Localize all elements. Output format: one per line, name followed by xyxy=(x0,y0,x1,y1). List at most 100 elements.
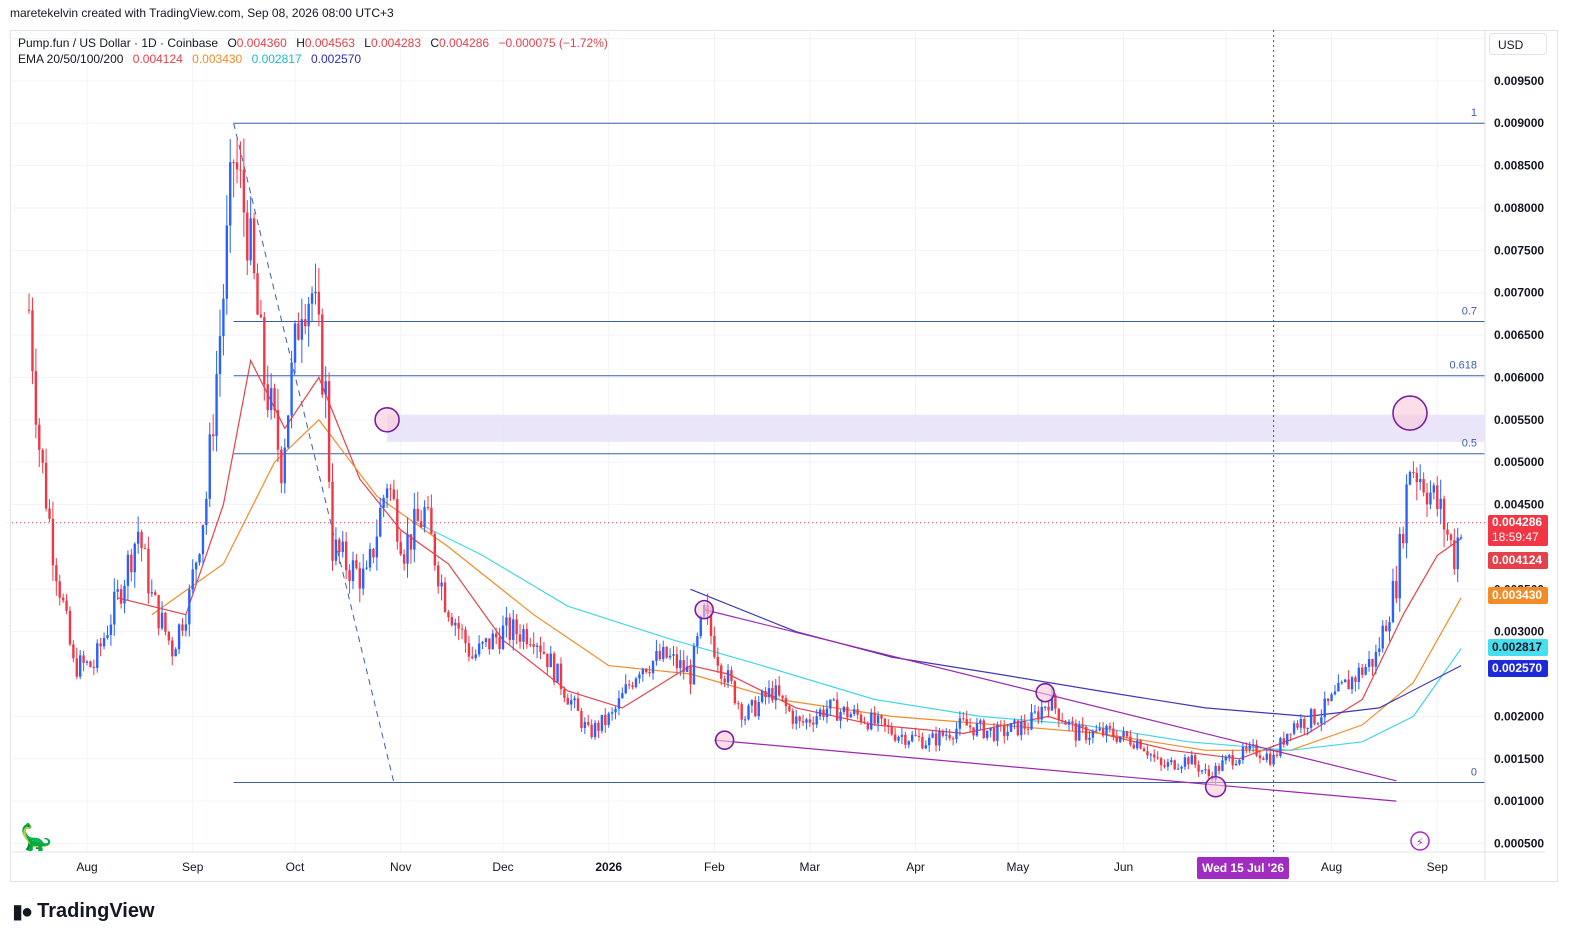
candle-body xyxy=(1364,666,1367,675)
candle-body xyxy=(1221,760,1224,771)
candle-body xyxy=(805,719,808,723)
candle-body xyxy=(679,660,682,669)
candle-body xyxy=(1432,485,1436,493)
candle-body xyxy=(1282,738,1286,745)
candle-body xyxy=(658,651,662,660)
low-label: L xyxy=(364,36,371,50)
chart-frame[interactable] xyxy=(10,30,1558,882)
candle-body xyxy=(171,640,174,657)
candle-body xyxy=(655,651,658,662)
candle-body xyxy=(1367,658,1371,667)
candle-body xyxy=(672,654,675,656)
candle-body xyxy=(951,738,955,740)
candle-body xyxy=(1231,755,1234,766)
candle-body xyxy=(249,218,252,261)
candle-body xyxy=(795,716,798,724)
candle-body xyxy=(1200,770,1204,772)
candle-body xyxy=(1050,694,1054,711)
candle-body xyxy=(808,719,812,723)
candle-body xyxy=(51,518,55,566)
candle-body xyxy=(931,733,934,738)
candle-body xyxy=(116,589,119,592)
candle-body xyxy=(423,507,426,528)
currency-button[interactable]: USD xyxy=(1489,33,1547,55)
candle-body xyxy=(1384,625,1388,632)
candle-body xyxy=(968,725,972,728)
candle-body xyxy=(375,536,379,558)
candle-body xyxy=(641,668,644,675)
candle-body xyxy=(1112,728,1115,737)
candle-body xyxy=(239,169,242,171)
trend-line xyxy=(714,739,1397,802)
candle-body xyxy=(580,710,583,728)
candle-body xyxy=(1020,721,1023,736)
candle-body xyxy=(839,711,842,721)
candle-body xyxy=(1374,651,1378,667)
candle-body xyxy=(321,314,324,395)
candle-body xyxy=(34,371,38,425)
candle-body xyxy=(853,709,856,715)
candle-body xyxy=(757,701,760,717)
candle-body xyxy=(447,611,450,618)
x-tick-label: Nov xyxy=(390,860,411,874)
candle-body xyxy=(730,670,733,682)
candle-body xyxy=(1078,724,1081,741)
candle-body xyxy=(662,646,665,660)
candle-body xyxy=(430,507,433,534)
ema-line-ema100 xyxy=(414,520,1462,751)
candle-body xyxy=(863,721,866,724)
candle-body xyxy=(668,655,672,658)
candle-body xyxy=(651,661,655,674)
candle-body xyxy=(215,374,218,437)
candle-body xyxy=(999,724,1003,726)
candle-body xyxy=(1176,768,1180,770)
candle-body xyxy=(143,548,147,550)
candle-body xyxy=(96,643,99,668)
tradingview-brand-text: TradingView xyxy=(37,900,155,922)
candle-body xyxy=(593,722,597,737)
price-tag-value: 0.004286 xyxy=(1492,514,1543,529)
candle-body xyxy=(48,508,51,519)
candle-body xyxy=(450,617,454,626)
candle-body xyxy=(505,617,508,626)
candle-body xyxy=(344,541,348,571)
candle-body xyxy=(822,709,825,717)
candle-body xyxy=(242,170,246,213)
price-tag: 0.003430 xyxy=(1488,587,1548,605)
candle-body xyxy=(539,645,542,652)
candle-body xyxy=(1456,537,1459,570)
candle-body xyxy=(1204,769,1207,771)
candle-body xyxy=(484,638,488,643)
resistance-zone xyxy=(387,414,1485,442)
candle-body xyxy=(600,714,604,731)
candle-body xyxy=(310,293,314,304)
candle-body xyxy=(208,434,211,499)
ema-line-ema200 xyxy=(690,588,1462,718)
candle-body xyxy=(467,643,471,657)
candle-body xyxy=(157,595,160,629)
candle-body xyxy=(416,508,419,522)
candle-body xyxy=(1401,533,1405,544)
candle-body xyxy=(188,589,191,625)
candle-body xyxy=(873,712,876,724)
candle-body xyxy=(907,741,910,745)
candle-body xyxy=(1170,760,1173,763)
candle-body xyxy=(1156,757,1159,759)
candle-body xyxy=(263,317,266,385)
candle-body xyxy=(910,734,914,742)
candle-body xyxy=(1412,471,1415,473)
candle-body xyxy=(665,646,668,658)
candle-body xyxy=(38,424,41,450)
candle-body xyxy=(610,712,614,714)
candle-body xyxy=(126,554,130,586)
candle-body xyxy=(1006,731,1009,737)
candle-body xyxy=(365,567,368,569)
candle-body xyxy=(218,336,222,375)
candle-body xyxy=(1275,754,1279,756)
candle-body xyxy=(1309,709,1313,728)
candle-body xyxy=(893,734,897,741)
tradingview-logo[interactable]: ▮● TradingView xyxy=(12,899,155,924)
candle-body xyxy=(535,645,539,647)
candle-body xyxy=(201,525,205,555)
